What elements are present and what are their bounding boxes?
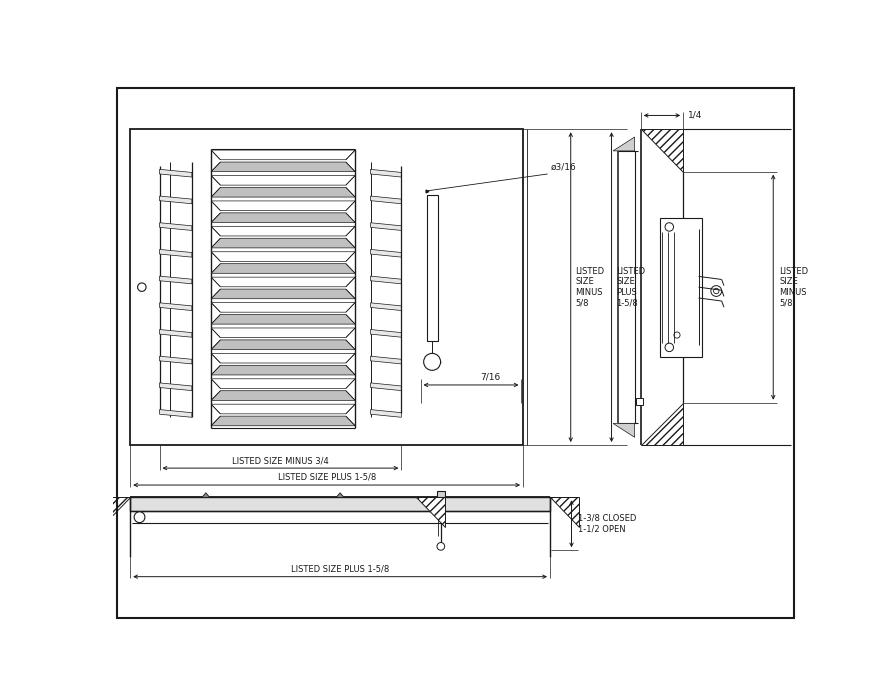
Polygon shape [212,175,355,185]
Polygon shape [212,162,355,172]
Polygon shape [371,223,401,231]
Polygon shape [371,276,401,284]
Polygon shape [159,250,192,257]
Text: 1-3/8 CLOSED
1-1/2 OPEN: 1-3/8 CLOSED 1-1/2 OPEN [578,514,636,534]
Polygon shape [336,493,344,498]
Bar [436,491,445,498]
Polygon shape [159,223,192,231]
Text: 1/4: 1/4 [688,111,702,120]
Polygon shape [212,187,355,197]
Polygon shape [212,264,355,273]
Polygon shape [641,129,683,172]
Text: LISTED
SIZE
MINUS
5/8: LISTED SIZE MINUS 5/8 [780,267,808,308]
Polygon shape [212,277,355,287]
Polygon shape [212,379,355,389]
Polygon shape [159,329,192,337]
Polygon shape [371,169,401,177]
Polygon shape [212,366,355,375]
Polygon shape [371,250,401,257]
Polygon shape [159,276,192,284]
Polygon shape [212,340,355,350]
Polygon shape [212,391,355,401]
Polygon shape [613,424,635,438]
Polygon shape [371,383,401,391]
Polygon shape [371,356,401,364]
Polygon shape [212,404,355,414]
Polygon shape [212,252,355,261]
Polygon shape [371,410,401,417]
Circle shape [424,354,441,370]
Polygon shape [212,238,355,248]
Polygon shape [212,303,355,312]
Polygon shape [212,150,355,160]
Polygon shape [371,303,401,310]
Polygon shape [371,329,401,337]
Text: LISTED
SIZE
PLUS
1-5/8: LISTED SIZE PLUS 1-5/8 [616,267,645,308]
Polygon shape [212,226,355,236]
Polygon shape [212,201,355,210]
Polygon shape [212,354,355,363]
Polygon shape [371,196,401,203]
Polygon shape [101,498,131,526]
Polygon shape [159,196,192,203]
Polygon shape [212,328,355,338]
Polygon shape [159,383,192,391]
Polygon shape [212,289,355,298]
Polygon shape [641,403,683,445]
Bar [660,217,702,356]
Text: LISTED
SIZE
MINUS
5/8: LISTED SIZE MINUS 5/8 [575,267,605,308]
Bar [131,129,523,445]
Polygon shape [212,315,355,324]
Text: 7/16: 7/16 [480,373,501,382]
Polygon shape [416,498,444,526]
Circle shape [437,542,444,550]
Circle shape [134,512,145,523]
Text: LISTED SIZE MINUS 3/4: LISTED SIZE MINUS 3/4 [232,456,329,465]
Polygon shape [212,416,355,426]
Polygon shape [159,303,192,310]
Polygon shape [159,169,192,177]
Text: LISTED SIZE PLUS 1-5/8: LISTED SIZE PLUS 1-5/8 [277,473,376,482]
Polygon shape [159,410,192,417]
Bar [427,195,437,341]
Text: ø3/16: ø3/16 [550,163,576,172]
Polygon shape [550,498,580,526]
Text: LISTED SIZE PLUS 1-5/8: LISTED SIZE PLUS 1-5/8 [291,565,389,574]
Bar [131,498,550,510]
Bar [637,398,643,405]
Polygon shape [613,137,635,151]
Polygon shape [212,213,355,222]
Polygon shape [202,493,210,498]
Polygon shape [159,356,192,364]
